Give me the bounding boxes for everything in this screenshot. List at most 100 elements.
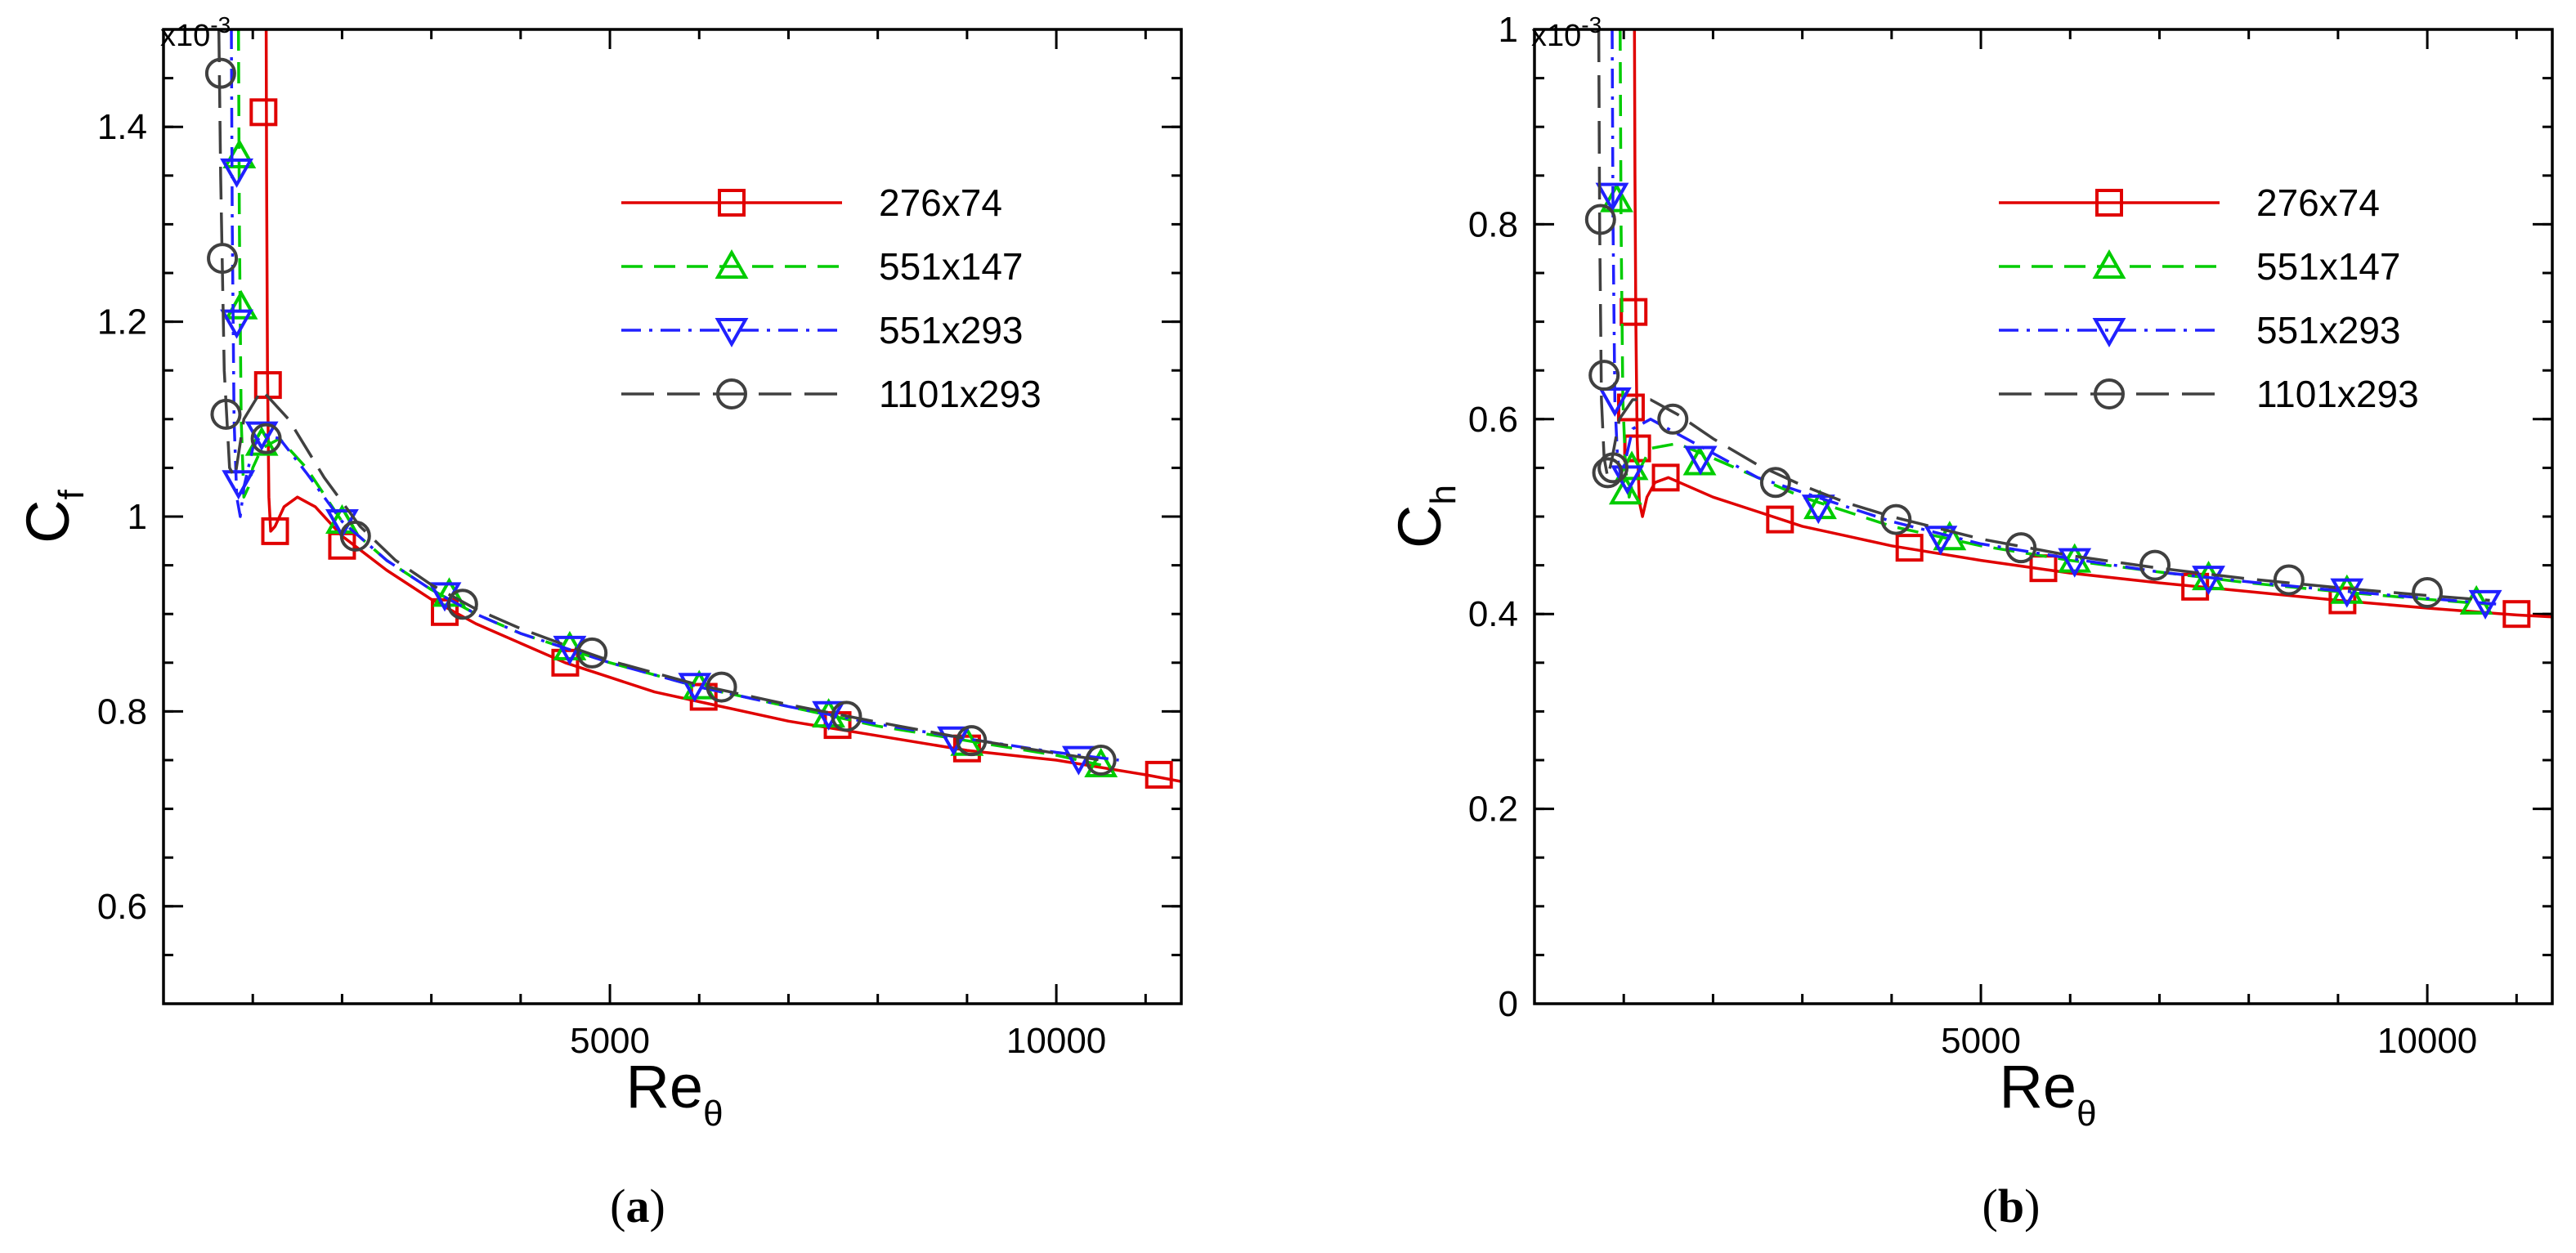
panel-label-open: ( xyxy=(610,1179,625,1233)
marker-circle xyxy=(2139,549,2171,581)
legend-label: 551x293 xyxy=(879,309,1024,351)
x-tick-label: 5000 xyxy=(570,1021,650,1061)
panel-label-letter: a xyxy=(626,1179,650,1233)
marker-square xyxy=(551,648,580,677)
marker-circle xyxy=(446,588,478,620)
marker-circle xyxy=(1588,360,1620,392)
marker-circle xyxy=(716,378,747,409)
y-tick-label: 0.6 xyxy=(97,887,147,927)
marker-square xyxy=(1145,760,1173,789)
marker-circle xyxy=(2005,532,2037,564)
plot-frame xyxy=(162,28,1183,1005)
marker-triangle-down xyxy=(812,700,846,731)
panel-label-close: ) xyxy=(650,1179,665,1233)
marker-square xyxy=(431,597,459,626)
legend-label: 1101x293 xyxy=(879,373,1042,415)
marker-circle xyxy=(831,700,862,732)
legend-label: 551x147 xyxy=(879,245,1024,288)
marker-triangle-down xyxy=(1683,445,1718,476)
panel-label-open: ( xyxy=(1982,1179,1998,1233)
plot-area xyxy=(1584,29,2552,629)
y-axis-title: Cf xyxy=(14,489,92,543)
marker-triangle-down xyxy=(937,726,970,756)
marker-square xyxy=(1620,298,1648,326)
marker-circle xyxy=(250,423,282,454)
y-scale-exponent-power: -3 xyxy=(210,12,231,38)
marker-circle xyxy=(1085,745,1117,776)
y-tick-label: 0 xyxy=(1499,984,1518,1024)
y-tick-label: 0.2 xyxy=(1468,790,1518,830)
x-axis-title-subscript: θ xyxy=(2076,1094,2096,1134)
y-scale-exponent-power: -3 xyxy=(1581,12,1602,38)
marker-circle xyxy=(204,57,236,89)
marker-circle xyxy=(1584,204,1616,235)
y-tick-label: 0.8 xyxy=(97,691,147,732)
marker-circle xyxy=(1592,457,1624,489)
marker-triangle-up xyxy=(244,426,279,456)
marker-triangle-down xyxy=(678,673,712,703)
marker-square xyxy=(2502,600,2531,629)
marker-square xyxy=(261,517,289,545)
marker-circle xyxy=(1597,452,1629,484)
y-axis-title: Ch xyxy=(1386,485,1463,548)
marker-triangle-up xyxy=(1608,475,1642,505)
marker-circle xyxy=(207,243,239,275)
x-axis-title-subscript: θ xyxy=(703,1094,723,1134)
marker-triangle-up xyxy=(1600,182,1633,213)
marker-triangle-down xyxy=(1801,494,1835,525)
marker-triangle-down xyxy=(2330,578,2364,608)
marker-square xyxy=(1766,505,1794,534)
x-tick-label: 10000 xyxy=(2377,1021,2477,1061)
x-tick-label: 5000 xyxy=(1941,1021,2021,1061)
y-tick-label: 1 xyxy=(1499,10,1518,50)
legend-label: 276x74 xyxy=(2256,181,2380,224)
marker-triangle-down xyxy=(1595,182,1629,213)
chart-panel-a: 5000 100000.60.811.21.4x10-3CfReθ276x7455… xyxy=(14,12,1183,1233)
chart-panel-b: 5000 10000 0 0.2 0.4 0.6 0.8 1 x10-3 Ch Reθ 276x74 5… xyxy=(1386,10,2554,1233)
marker-triangle-down xyxy=(715,318,749,348)
marker-circle xyxy=(956,725,988,757)
plot-frame xyxy=(1533,28,2554,1005)
marker-circle xyxy=(576,637,608,669)
series-line-276x74 xyxy=(264,29,1181,783)
marker-triangle-down xyxy=(222,470,256,500)
y-axis-title-subscript: f xyxy=(52,489,92,499)
marker-circle xyxy=(2273,564,2305,596)
marker-triangle-up xyxy=(1933,521,1967,551)
panel-label-close: ) xyxy=(2024,1179,2040,1233)
marker-circle xyxy=(1880,503,1912,535)
marker-square xyxy=(1651,463,1680,492)
x-axis-title: Reθ xyxy=(625,1053,723,1134)
marker-square xyxy=(718,189,746,217)
marker-triangle-down xyxy=(220,158,253,188)
marker-circle xyxy=(706,671,737,703)
marker-triangle-down xyxy=(244,421,279,451)
marker-triangle-down xyxy=(220,309,253,339)
marker-triangle-up xyxy=(715,248,749,279)
y-tick-label: 0.4 xyxy=(1468,594,1518,634)
legend-label: 551x147 xyxy=(2256,245,2401,288)
y-scale-exponent: x10-3 xyxy=(1531,12,1602,53)
marker-triangle-down xyxy=(2468,589,2502,620)
marker-circle xyxy=(339,520,371,552)
legend-label: 276x74 xyxy=(879,181,1002,224)
series-line-1101x293 xyxy=(217,29,1101,762)
marker-triangle-down xyxy=(2192,566,2225,596)
marker-circle xyxy=(1759,467,1791,499)
series-line-276x74 xyxy=(1633,29,2552,619)
marker-square xyxy=(1895,534,1924,562)
marker-triangle-up xyxy=(2459,584,2493,615)
x-axis-title: Reθ xyxy=(1999,1053,2096,1134)
marker-circle xyxy=(210,398,242,430)
marker-triangle-down xyxy=(2058,548,2092,578)
series-line-551x293 xyxy=(230,29,1119,762)
series-line-1101x293 xyxy=(1597,29,2490,602)
plot-area xyxy=(204,29,1181,789)
y-tick-label: 0.6 xyxy=(1468,400,1518,440)
marker-square xyxy=(249,98,278,127)
panel-label: (a) xyxy=(610,1179,665,1233)
marker-triangle-down xyxy=(2092,318,2126,348)
y-tick-label: 1.2 xyxy=(97,302,147,342)
y-tick-label: 0.8 xyxy=(1468,204,1518,244)
